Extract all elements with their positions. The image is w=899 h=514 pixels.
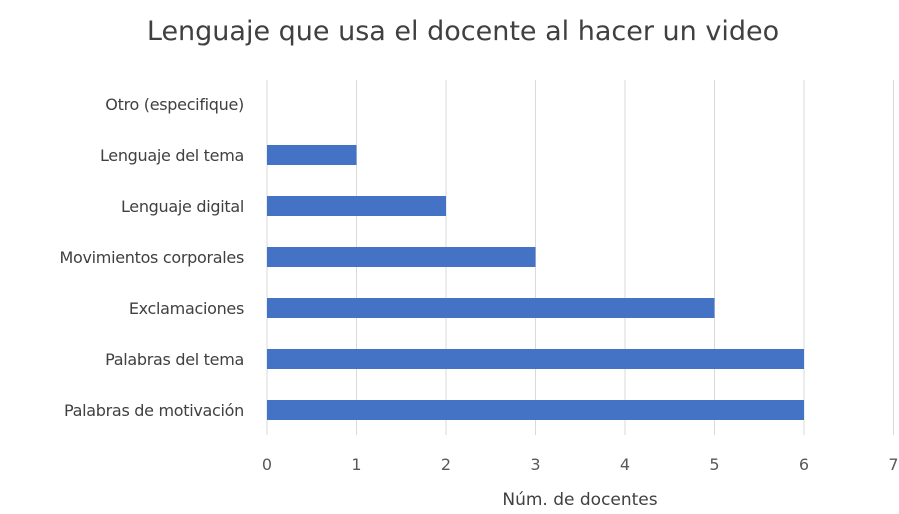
category-label: Palabras del tema [105,350,244,369]
bar [267,298,715,318]
bar [267,400,804,420]
x-tick-label: 1 [351,455,361,474]
bar [267,247,536,267]
category-labels: Otro (especifique) Lenguaje del tema Lengu… [59,95,244,420]
bars [267,145,804,420]
category-label: Otro (especifique) [105,95,244,114]
x-axis-title: Núm. de docentes [502,490,657,510]
x-tick-label: 4 [620,455,630,474]
x-tick-label: 2 [441,455,451,474]
x-tick-label: 0 [262,455,272,474]
bar [267,196,446,216]
x-tick-label: 3 [530,455,540,474]
category-label: Palabras de motivación [64,401,244,420]
x-tick-label: 6 [799,455,809,474]
x-tick-label: 5 [709,455,719,474]
chart-title: Lenguaje que usa el docente al hacer un … [147,16,779,47]
category-label: Lenguaje del tema [100,146,244,165]
category-label: Lenguaje digital [121,197,244,216]
x-tick-labels: 0 1 2 3 4 5 6 7 [262,455,899,474]
category-label: Movimientos corporales [59,248,244,267]
bar [267,349,804,369]
category-label: Exclamaciones [129,299,244,318]
x-tick-label: 7 [888,455,898,474]
bar [267,145,357,165]
